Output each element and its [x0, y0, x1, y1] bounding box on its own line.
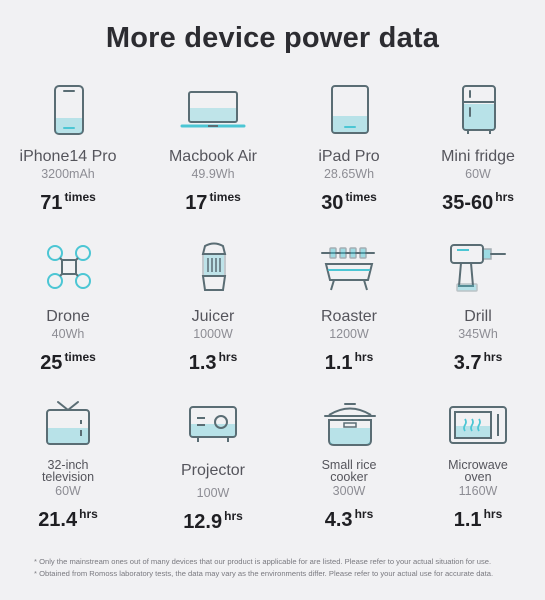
device-runtime: 71 times — [40, 190, 96, 214]
microwave-icon — [449, 406, 507, 444]
device-runtime: 1.3 hrs — [188, 350, 238, 374]
device-name: Drill — [464, 308, 492, 325]
device-card-roaster: Roaster 1200W 1.1 hrs — [281, 240, 417, 375]
device-name: Projector — [180, 462, 246, 479]
device-card-juicer: Juicer 1000W 1.3 hrs — [145, 240, 281, 375]
device-spec: 28.65Wh — [323, 167, 375, 181]
device-card-drone: Drone 40Wh 25 times — [0, 240, 136, 375]
device-name: iPad Pro — [318, 148, 380, 165]
device-card-rice-cooker: Small rice cooker 300W 4.3 hrs — [281, 398, 417, 532]
device-runtime: 21.4 hrs — [38, 507, 98, 531]
device-name: 32-inch television — [41, 458, 95, 484]
device-runtime: 25 times — [40, 350, 96, 374]
device-spec: 3200mAh — [41, 167, 95, 181]
device-card-ipad: iPad Pro 28.65Wh 30 times — [281, 82, 417, 215]
tablet-icon — [331, 85, 369, 134]
device-name: Drone — [46, 308, 90, 325]
device-card-iphone: iPhone14 Pro 3200mAh 71 times — [0, 82, 136, 215]
device-runtime: 30 times — [321, 190, 377, 214]
fridge-icon — [462, 85, 496, 134]
drone-icon — [47, 245, 91, 289]
footnote: * Obtained from Romoss laboratory tests,… — [34, 569, 494, 578]
device-card-fridge: Mini fridge 60W 35-60 hrs — [410, 82, 545, 215]
device-spec: 60W — [465, 167, 491, 181]
device-name: Mini fridge — [441, 148, 515, 165]
device-spec: 49.9Wh — [191, 167, 235, 181]
device-name: iPhone14 Pro — [19, 148, 117, 165]
device-card-projector: Projector 100W 12.9 hrs — [145, 398, 281, 534]
rice-cooker-icon — [324, 403, 376, 446]
device-card-microwave: Microwave oven 1160W 1.1 hrs — [410, 398, 545, 532]
device-card-television: 32-inch television 60W 21.4 hrs — [0, 398, 136, 532]
device-spec: 60W — [55, 484, 81, 498]
device-name: Macbook Air — [168, 148, 258, 165]
device-runtime: 35-60 hrs — [442, 190, 514, 214]
device-name: Roaster — [320, 308, 378, 325]
device-runtime: 1.1 hrs — [453, 507, 503, 531]
juicer-icon — [201, 242, 227, 291]
drill-icon — [450, 244, 506, 292]
device-spec: 300W — [332, 484, 366, 498]
device-spec: 1000W — [193, 327, 233, 341]
device-runtime: 3.7 hrs — [453, 350, 503, 374]
device-runtime: 1.1 hrs — [324, 350, 374, 374]
device-name: Small rice cooker — [321, 458, 377, 484]
footnotes: * Only the mainstream ones out of many d… — [34, 556, 524, 580]
device-spec: 1160W — [458, 484, 498, 498]
device-spec: 1200W — [329, 327, 369, 341]
device-spec: 100W — [196, 486, 230, 500]
page-title: More device power data — [105, 22, 440, 54]
device-spec: 40Wh — [51, 327, 85, 341]
roaster-icon — [321, 247, 375, 291]
device-runtime: 4.3 hrs — [324, 507, 374, 531]
device-name: Juicer — [191, 308, 235, 325]
footnote: * Only the mainstream ones out of many d… — [34, 557, 492, 566]
device-spec: 345Wh — [458, 327, 498, 341]
phone-icon — [54, 85, 84, 135]
projector-icon — [189, 406, 237, 442]
television-icon — [46, 401, 90, 445]
device-runtime: 12.9 hrs — [183, 509, 243, 533]
laptop-icon — [180, 91, 246, 128]
device-runtime: 17 times — [185, 190, 241, 214]
device-card-macbook: Macbook Air 49.9Wh 17 times — [145, 82, 281, 215]
device-card-drill: Drill 345Wh 3.7 hrs — [410, 240, 545, 375]
device-name: Microwave oven — [448, 458, 508, 484]
